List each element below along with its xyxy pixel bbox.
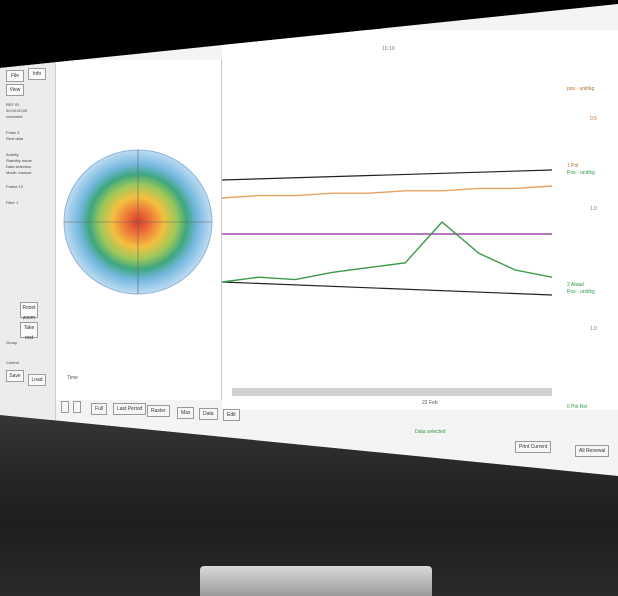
y-label-2: 1.0 — [590, 206, 597, 212]
laptop-image — [200, 566, 432, 596]
info-line-3: Pulse 3 — [6, 130, 20, 135]
right-label-bottom: 0 Pol Rel — [567, 404, 587, 410]
toolbar-button-0[interactable] — [61, 401, 69, 413]
right-label-mid: 1 Pol — [567, 163, 578, 169]
info-line-0: REF ID — [6, 102, 20, 107]
time-axis-label: 22 Feb — [422, 400, 438, 406]
control-label: Control — [6, 360, 19, 365]
all-renewal-checkbox[interactable]: All Renewal — [575, 445, 610, 457]
status-text: Data selected — [415, 429, 446, 435]
series-line-0 — [221, 185, 553, 199]
info-line-4: Rest data — [6, 136, 24, 141]
chart-top-label: 10:10 — [382, 46, 395, 52]
y-label-3: 1.0 — [590, 326, 597, 332]
take-rest-button[interactable]: Take rest — [20, 322, 38, 341]
right-label-mid-green: Pos · unit/kg — [567, 170, 595, 176]
toolbar-button-1[interactable] — [73, 401, 81, 413]
time-label: Time — [67, 375, 78, 381]
info-line-8: Mode: manual — [6, 170, 32, 175]
info-line-5: Activity — [6, 152, 19, 157]
info-button[interactable]: Info — [28, 68, 46, 80]
baseline-lower — [221, 281, 553, 296]
series-line-2 — [221, 221, 553, 283]
time-chart[interactable]: 10:10 pos · unit/kg 0.5 1 Pol Pos · unit… — [221, 30, 618, 410]
right-label-low-green: Pos · unit/kg — [567, 289, 595, 295]
full-button[interactable]: Full — [91, 403, 108, 415]
load-button[interactable]: Load — [28, 374, 46, 386]
print-current-checkbox[interactable]: Print Current — [515, 441, 552, 453]
save-button[interactable]: Save — [6, 370, 24, 382]
view-button[interactable]: View — [6, 84, 24, 96]
max-button[interactable]: Max — [177, 407, 195, 419]
info-line-10: Filter 1 — [6, 200, 19, 205]
edit-button[interactable]: Edit — [223, 409, 240, 421]
right-label-low: 2 Abaal — [567, 282, 584, 288]
polar-plot-panel — [56, 60, 222, 400]
info-line-6: Standby mode — [6, 158, 32, 163]
reset-zoom-button[interactable]: Reset zoom — [20, 302, 38, 321]
chart-panel: 10:10 pos · unit/kg 0.5 1 Pol Pos · unit… — [221, 30, 618, 410]
y-label-1: 0.5 — [590, 116, 597, 122]
polar-plot[interactable] — [56, 60, 221, 400]
baseline-upper — [221, 169, 553, 181]
info-line-2: comment — [6, 114, 23, 119]
left-tool-panel: File Info View REF ID 00:00:00:00 commen… — [0, 60, 56, 420]
right-label-top: pos · unit/kg — [567, 86, 594, 92]
info-line-9: Frame 12 — [6, 184, 24, 189]
raster-button[interactable]: Raster — [147, 405, 170, 417]
data-button[interactable]: Data — [199, 408, 218, 420]
bottom-toolbar: Full Last Period Raster Max Data Edit Ti… — [55, 375, 618, 457]
info-line-1: 00:00:00:00 — [6, 108, 28, 113]
last-period-button[interactable]: Last Period — [113, 403, 147, 415]
time-scrollbar[interactable] — [232, 388, 552, 396]
info-line-7: Data selection — [6, 164, 32, 169]
file-button[interactable]: File — [6, 70, 24, 82]
group-label: Group — [6, 340, 18, 345]
